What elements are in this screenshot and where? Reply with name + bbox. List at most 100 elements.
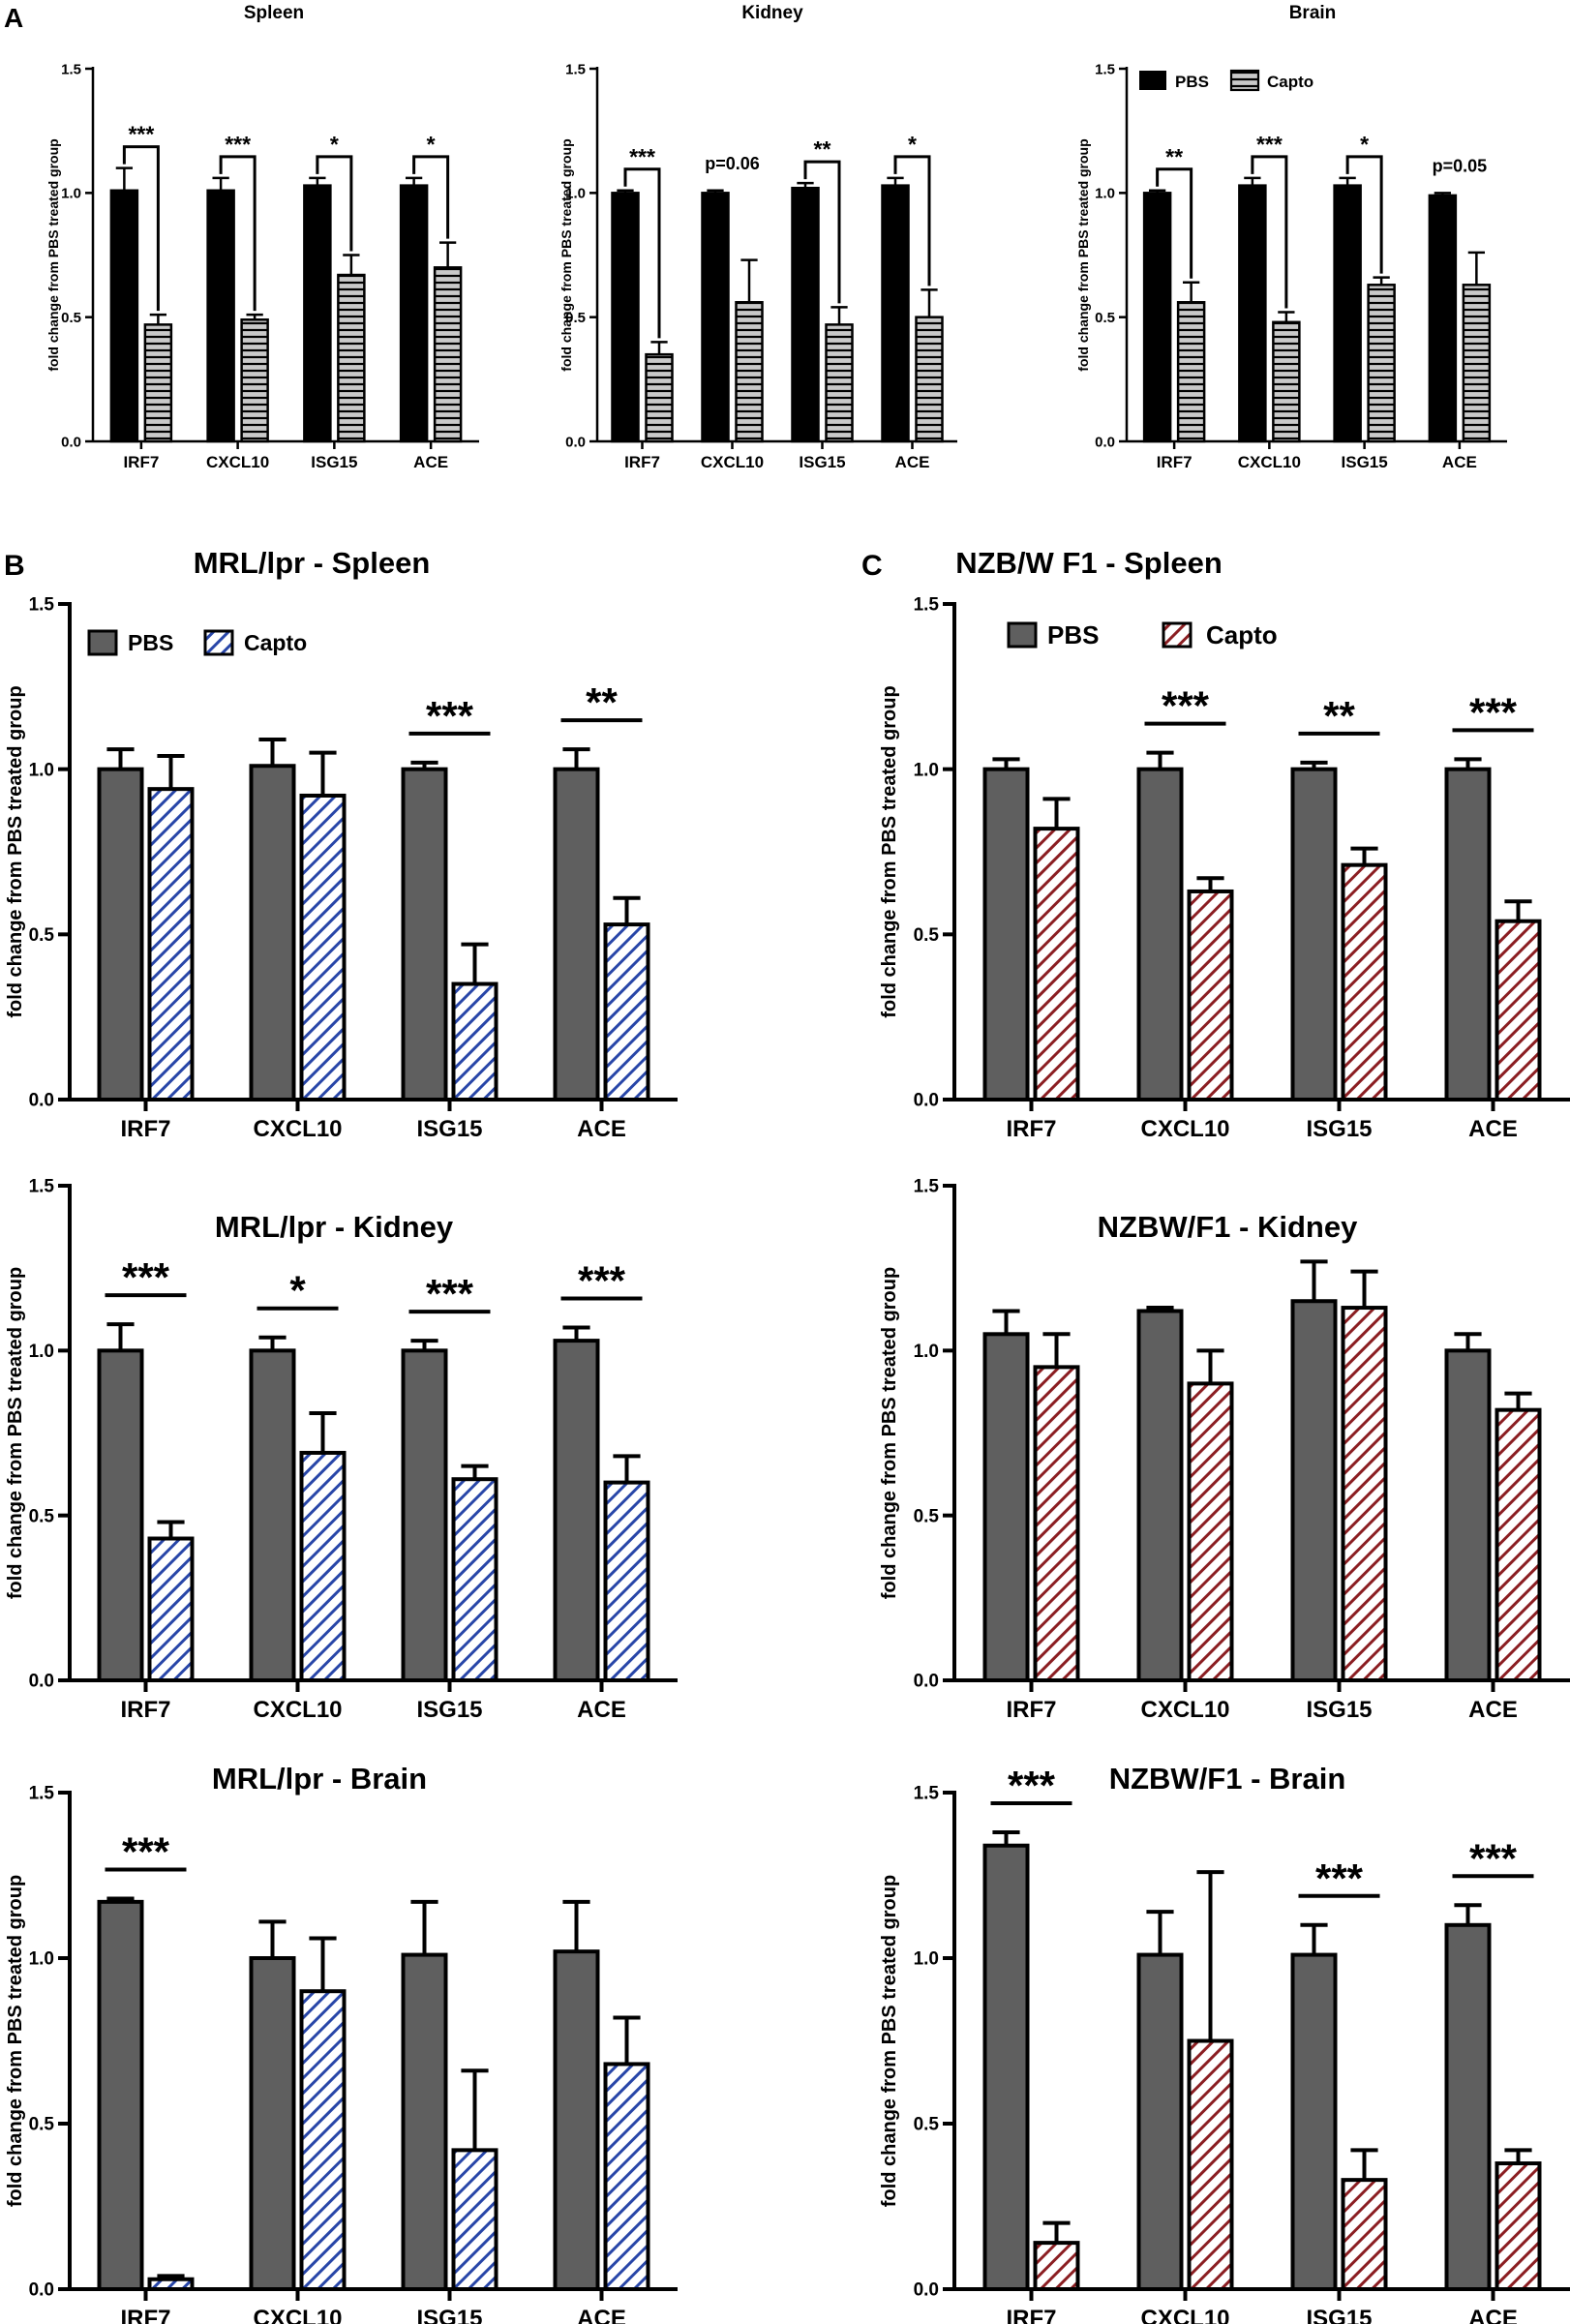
x-tick-label: IRF7	[1006, 1697, 1056, 1723]
y-tick-label: 1.0	[1095, 186, 1115, 202]
x-tick-label: ACE	[413, 453, 448, 471]
bar-capto	[1176, 301, 1206, 443]
bar-capto	[1033, 2241, 1080, 2292]
y-axis-label: fold change from PBS treated group	[45, 138, 61, 371]
bar-pbs	[249, 1348, 296, 1683]
bar-capto	[1187, 889, 1234, 1102]
significance-stars: ***	[122, 1254, 170, 1300]
significance-stars: ***	[578, 1257, 626, 1303]
bar-pbs	[1444, 1922, 1492, 2292]
y-tick-label: 1.5	[1095, 61, 1115, 77]
legend-label-capto: Capto	[244, 630, 307, 655]
chart-c-kidney: NZBW/F1 - Kidney fold change from PBS tre…	[879, 1177, 1570, 1723]
panel-label-c: C	[861, 550, 883, 582]
x-tick-label: IRF7	[123, 453, 159, 471]
chart-a-kidney: Kidney fold change from PBS treated group…	[559, 3, 957, 471]
significance-stars: *	[289, 1268, 306, 1313]
x-tick-label: ISG15	[799, 453, 845, 471]
x-tick-label: ISG15	[416, 1116, 482, 1142]
x-tick-label: ACE	[895, 453, 930, 471]
bar-capto	[147, 1536, 195, 1682]
bar-pbs	[1428, 194, 1458, 443]
bar-capto	[1495, 2161, 1542, 2292]
legend-label-capto: Capto	[1206, 620, 1278, 649]
chart-title: MRL/lpr - Spleen	[194, 546, 431, 580]
x-tick-label: ISG15	[311, 453, 357, 471]
significance-stars: ***	[1162, 683, 1210, 729]
legend-label-pbs: PBS	[1047, 620, 1099, 649]
x-tick-label: IRF7	[120, 1697, 170, 1723]
y-tick-label: 1.5	[914, 1177, 940, 1197]
y-axis-label: fold change from PBS treated group	[559, 138, 574, 371]
bar-capto	[1462, 284, 1492, 443]
bar-capto	[1033, 1365, 1080, 1683]
bar-pbs	[982, 767, 1030, 1102]
x-tick-label: ISG15	[416, 1697, 482, 1723]
significance-stars: **	[586, 679, 618, 725]
significance-bracket	[316, 155, 353, 252]
significance-bracket	[1156, 167, 1193, 279]
y-tick-label: 0.0	[1095, 434, 1115, 450]
y-tick-label: 0.0	[565, 434, 586, 450]
legend-swatch-pbs	[1007, 621, 1038, 649]
bar-pbs	[1290, 767, 1338, 1102]
y-tick-label: 0.0	[29, 2280, 54, 2301]
significance-stars: *	[427, 132, 436, 157]
y-tick-label: 0.5	[565, 310, 586, 326]
x-tick-label: CXCL10	[1140, 1697, 1229, 1723]
bar-capto	[299, 1989, 347, 2291]
x-tick-label: IRF7	[120, 2306, 170, 2324]
chart-b-brain: MRL/lpr - Brain fold change from PBS trea…	[5, 1762, 678, 2324]
bar-pbs	[1444, 767, 1492, 1102]
y-tick-label: 0.5	[914, 925, 940, 946]
y-tick-label: 1.0	[565, 186, 586, 202]
x-tick-label: ISG15	[416, 2306, 482, 2324]
bar-capto	[143, 323, 173, 443]
x-tick-label: IRF7	[1006, 1116, 1056, 1142]
chart-b-kidney: MRL/lpr - Kidney fold change from PBS tre…	[5, 1177, 678, 1723]
x-tick-label: CXCL10	[1140, 1116, 1229, 1142]
chart-c-brain: NZBW/F1 - Brain fold change from PBS trea…	[879, 1762, 1570, 2324]
x-tick-label: IRF7	[120, 1116, 170, 1142]
significance-bracket	[623, 167, 661, 339]
legend-panel-b: PBS Capto	[87, 629, 307, 656]
y-axis-label: fold change from PBS treated group	[879, 1267, 900, 1599]
bar-capto	[147, 2277, 195, 2291]
bar-capto	[1367, 284, 1396, 443]
legend-swatch-capto	[203, 629, 234, 656]
significance-stars: **	[1165, 144, 1183, 169]
legend-label-pbs: PBS	[128, 630, 173, 655]
bar-capto	[603, 2062, 650, 2291]
x-tick-label: ISG15	[1306, 2306, 1372, 2324]
bar-capto	[915, 316, 944, 443]
y-tick-label: 0.0	[61, 434, 81, 450]
bar-capto	[1495, 1407, 1542, 1682]
significance-stars: ***	[426, 1271, 474, 1316]
bar-capto	[1187, 1381, 1234, 1683]
y-tick-label: 1.0	[29, 1342, 54, 1362]
bar-pbs	[701, 192, 730, 443]
x-tick-label: ACE	[1468, 2306, 1518, 2324]
chart-title: NZB/W F1 - Spleen	[955, 546, 1223, 580]
x-tick-label: ACE	[577, 2306, 626, 2324]
bar-capto	[451, 2148, 498, 2292]
y-tick-label: 1.0	[914, 1949, 939, 1970]
bar-pbs	[206, 189, 235, 443]
bar-capto	[603, 922, 650, 1102]
bar-pbs	[881, 184, 910, 443]
x-tick-label: CXCL10	[1140, 2306, 1229, 2324]
legend-swatch-capto	[1162, 621, 1193, 649]
y-tick-label: 0.5	[914, 2115, 940, 2135]
significance-bracket	[412, 155, 450, 239]
x-tick-label: IRF7	[1006, 2306, 1056, 2324]
significance-bracket	[1251, 155, 1288, 309]
chart-a-spleen: Spleen fold change from PBS treated group…	[45, 3, 479, 471]
y-tick-label: 0.0	[29, 1672, 54, 1692]
significance-stars: *	[908, 132, 917, 157]
legend-swatch-pbs	[1139, 71, 1166, 90]
bar-capto	[1033, 827, 1080, 1102]
y-tick-label: 0.5	[1095, 310, 1115, 326]
bar-pbs	[97, 1348, 144, 1683]
legend-swatch-capto	[1229, 69, 1260, 92]
